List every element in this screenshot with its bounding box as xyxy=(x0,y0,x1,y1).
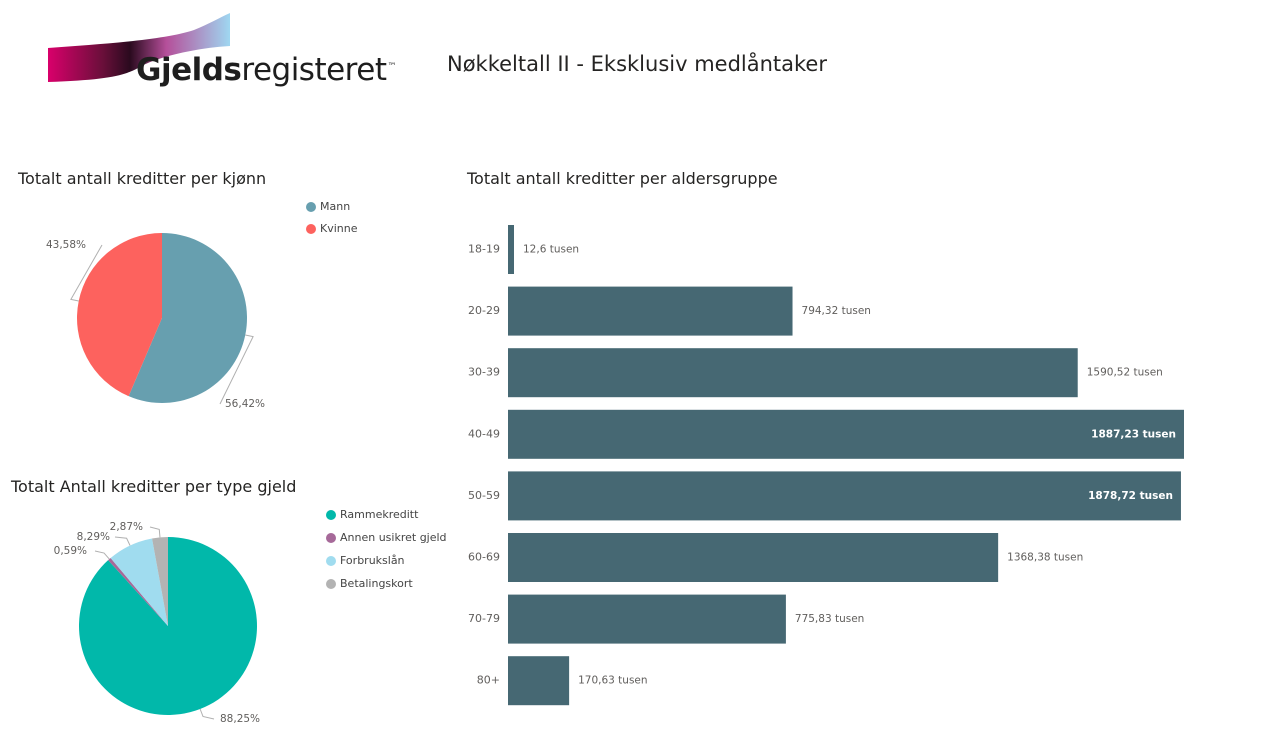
pie-leader-line xyxy=(199,708,215,720)
pie-data-label: 2,87% xyxy=(110,521,143,533)
pie-leader-line xyxy=(219,334,254,405)
bar-data-label: 170,63 tusen xyxy=(578,675,647,687)
bar-30-39 xyxy=(508,348,1078,398)
pie-leader-line xyxy=(114,536,131,546)
gender-pie-chart: 56,42% 43,58% xyxy=(46,233,265,410)
pie-slice-kvinne xyxy=(76,233,162,397)
pie-leader-line xyxy=(149,526,161,538)
legend-dot-icon xyxy=(306,223,316,234)
legend-dot-icon xyxy=(306,201,316,212)
legend-item-annen-usikret-gjeld[interactable]: Annen usikret gjeld xyxy=(326,531,447,544)
pie-leader-line xyxy=(70,244,103,302)
category-label: 50-59 xyxy=(468,489,500,502)
legend-label: Betalingskort xyxy=(340,577,413,590)
bar-40-49 xyxy=(508,409,1184,459)
legend-dot-icon xyxy=(326,509,336,520)
age-chart-title: Totalt antall kreditter per aldersgruppe xyxy=(467,169,778,188)
legend-label: Annen usikret gjeld xyxy=(340,531,447,544)
pie-data-label: 0,59% xyxy=(54,545,87,557)
legend-item-betalingskort[interactable]: Betalingskort xyxy=(326,577,447,590)
bar-data-label: 775,83 tusen xyxy=(795,613,864,625)
pie-slice-forbrukslan xyxy=(110,538,168,626)
bar-data-label: 1368,38 tusen xyxy=(1007,552,1083,564)
gender-legend: Mann Kvinne xyxy=(306,200,358,244)
pie-data-label: 43,58% xyxy=(46,239,86,251)
category-label: 30-39 xyxy=(468,366,500,379)
legend-item-forbrukslan[interactable]: Forbrukslån xyxy=(326,554,447,567)
legend-label: Forbrukslån xyxy=(340,554,405,567)
pie-slice-mann xyxy=(128,233,247,403)
legend-dot-icon xyxy=(326,532,336,543)
bar-50-59 xyxy=(508,471,1181,521)
pie-leader-line xyxy=(94,550,110,560)
gjeldsregisteret-logo xyxy=(44,10,374,90)
bar-data-label: 12,6 tusen xyxy=(523,244,579,256)
bar-data-label: 1887,23 tusen xyxy=(1091,428,1176,440)
legend-item-rammekreditt[interactable]: Rammekreditt xyxy=(326,508,447,521)
bar-20-29 xyxy=(508,286,793,336)
pie-slice-betalingskort xyxy=(152,537,168,626)
gender-chart-title: Totalt antall kreditter per kjønn xyxy=(18,169,267,188)
legend-label: Rammekreditt xyxy=(340,508,419,521)
report-title: Nøkkeltall II - Eksklusiv medlåntaker xyxy=(447,52,827,76)
pie-data-label: 8,29% xyxy=(77,531,110,543)
legend-item-mann[interactable]: Mann xyxy=(306,200,358,213)
pie-data-label: 56,42% xyxy=(225,398,265,410)
bar-70-79 xyxy=(508,594,786,644)
logo-text-regular: registeret xyxy=(241,52,387,88)
bar-80 xyxy=(508,656,570,706)
category-label: 70-79 xyxy=(468,612,500,625)
age-bar-chart: 18-19 12,6 tusen 20-29 794,32 tusen 30-39 159… xyxy=(468,225,1184,706)
legend-dot-icon xyxy=(326,578,336,589)
pie-slice-annen-usikret-gjeld xyxy=(108,557,168,626)
bar-data-label: 1878,72 tusen xyxy=(1088,490,1173,502)
legend-dot-icon xyxy=(326,555,336,566)
logo-trademark: ™ xyxy=(387,61,396,72)
logo-wordmark: Gjeldsregisteret™ xyxy=(136,52,396,88)
pie-data-label: 88,25% xyxy=(220,713,260,725)
type-legend: Rammekreditt Annen usikret gjeld Forbruksl… xyxy=(326,508,447,600)
category-label: 18-19 xyxy=(468,243,500,256)
category-label: 40-49 xyxy=(468,427,500,440)
bar-60-69 xyxy=(508,533,999,582)
category-label: 80+ xyxy=(477,674,500,687)
legend-label: Kvinne xyxy=(320,222,358,235)
logo-swoosh-icon xyxy=(48,13,230,82)
category-label: 20-29 xyxy=(468,304,500,317)
bar-data-label: 794,32 tusen xyxy=(802,305,871,317)
legend-item-kvinne[interactable]: Kvinne xyxy=(306,222,358,235)
logo-text-bold: Gjelds xyxy=(136,52,242,88)
bar-data-label: 1590,52 tusen xyxy=(1087,367,1163,379)
bar-18-19 xyxy=(508,225,514,274)
type-chart-title: Totalt Antall kreditter per type gjeld xyxy=(11,477,297,496)
legend-label: Mann xyxy=(320,200,351,213)
category-label: 60-69 xyxy=(468,551,500,564)
type-pie-chart: 88,25% 0,59% 8,29%2,87% xyxy=(54,521,260,725)
